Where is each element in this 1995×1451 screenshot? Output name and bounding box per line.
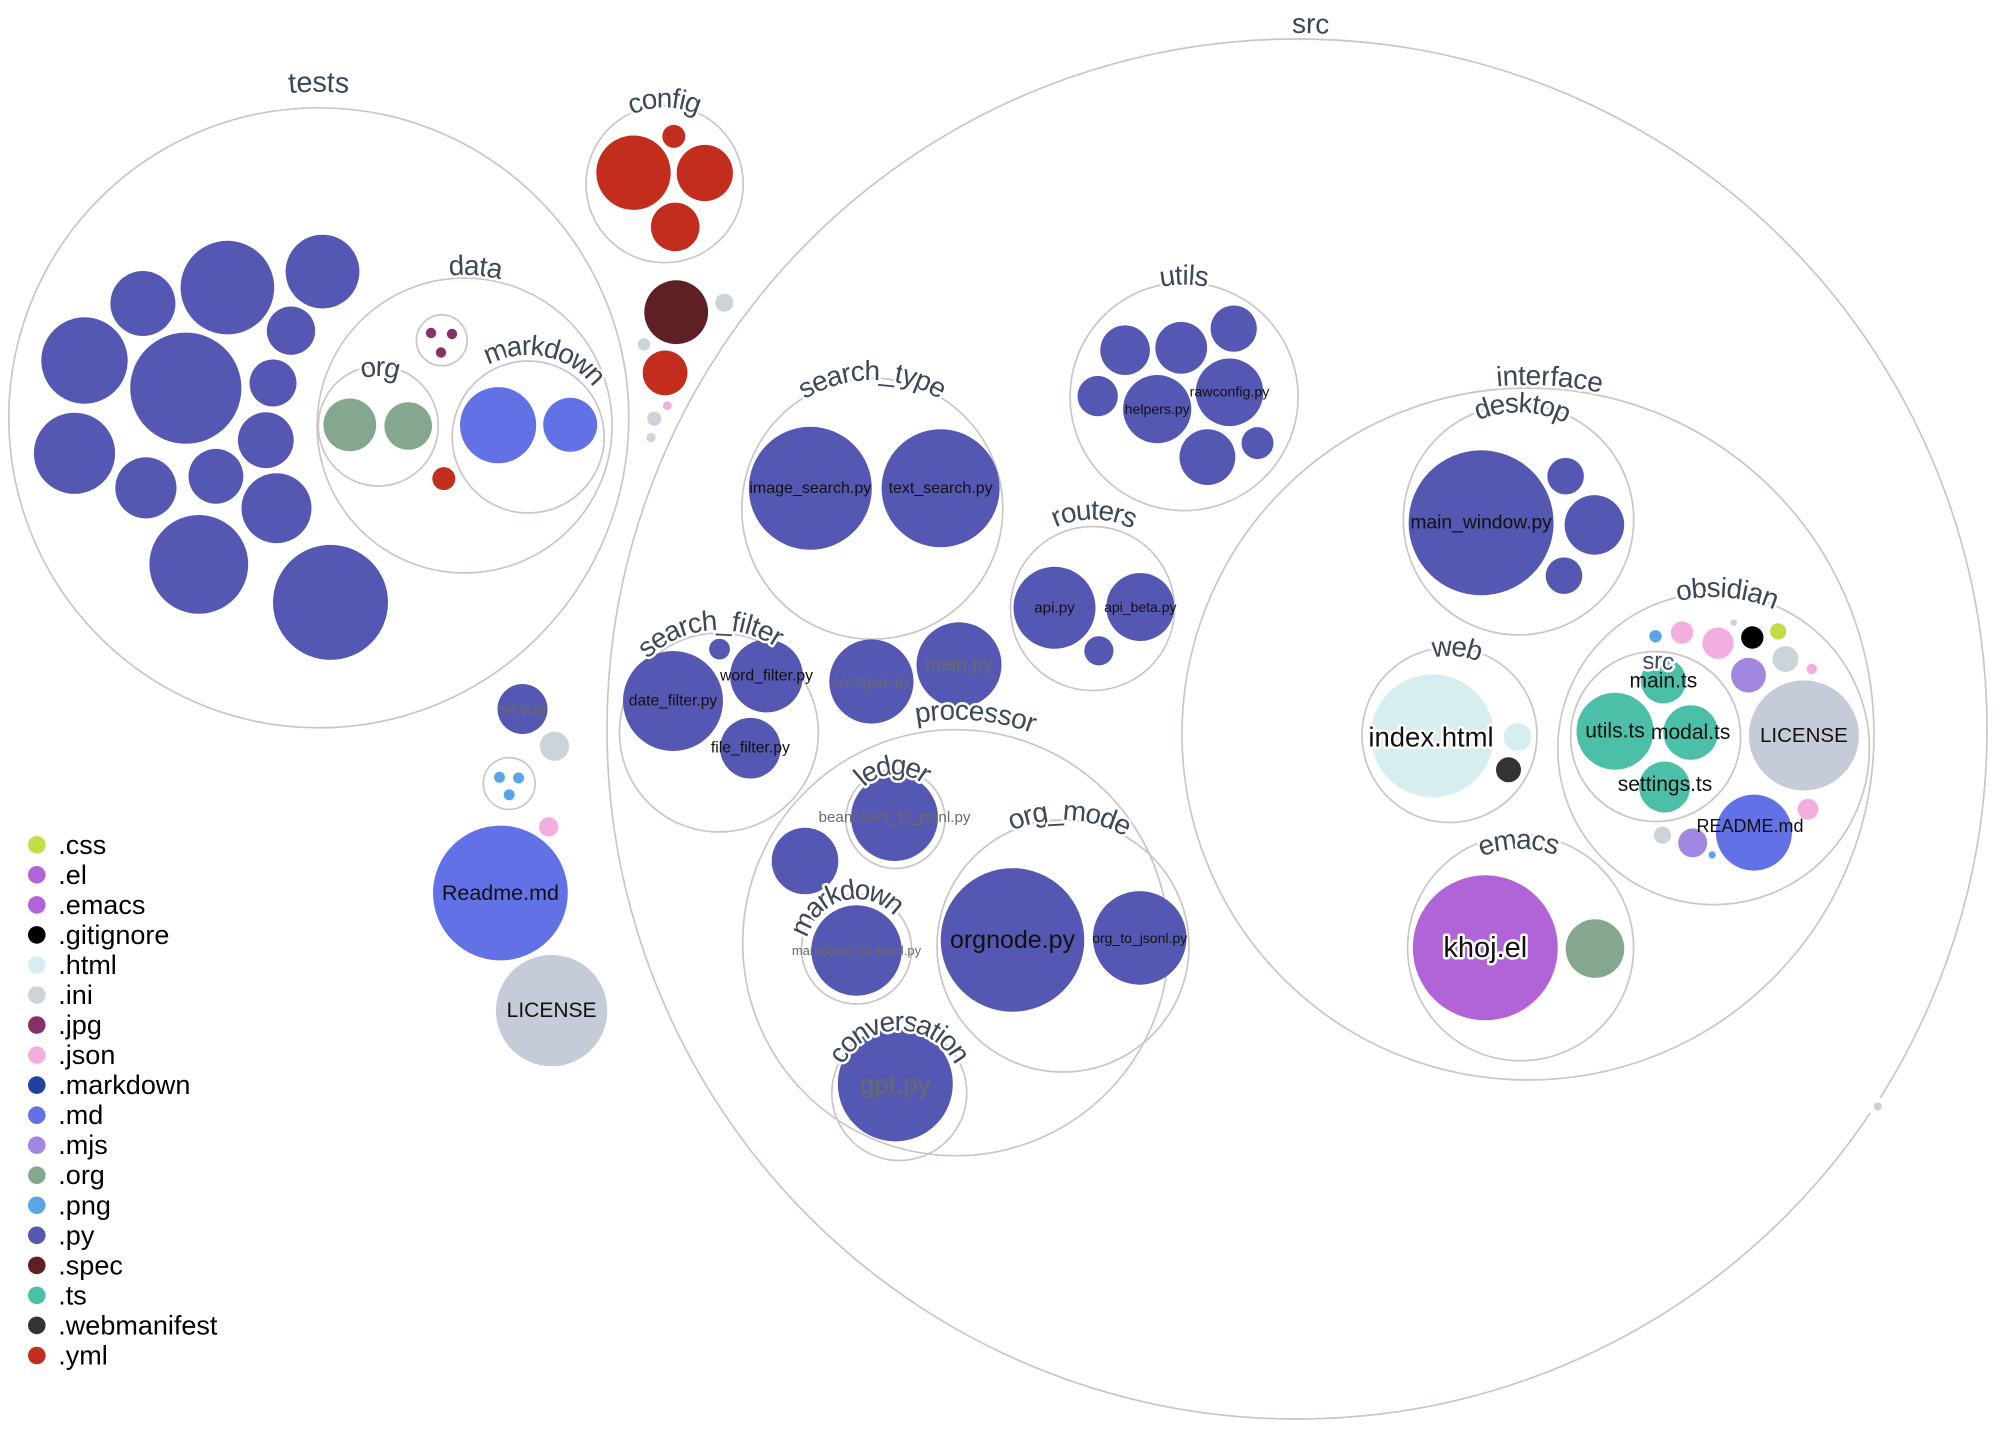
svg-text:README.md: README.md <box>1696 816 1803 836</box>
svg-text:main.py: main.py <box>925 654 993 675</box>
svg-text:.el: .el <box>58 860 87 890</box>
svg-text:orgnode.py: orgnode.py <box>950 926 1076 954</box>
svg-text:main.ts: main.ts <box>1630 670 1698 693</box>
svg-text:word_filter.py: word_filter.py <box>719 668 813 685</box>
svg-text:settings.ts: settings.ts <box>1618 773 1713 796</box>
svg-text:markdown_to_jsonl.py: markdown_to_jsonl.py <box>792 943 922 958</box>
svg-text:main_window.py: main_window.py <box>1410 512 1552 533</box>
svg-text:gpt.py: gpt.py <box>860 1069 931 1099</box>
svg-text:.jpg: .jpg <box>58 1010 102 1040</box>
svg-text:.webmanifest: .webmanifest <box>58 1310 218 1340</box>
svg-text:.org: .org <box>58 1160 105 1190</box>
svg-text:text_search.py: text_search.py <box>889 480 993 497</box>
svg-text:.json: .json <box>58 1040 115 1070</box>
svg-text:configure.py: configure.py <box>833 674 911 690</box>
svg-text:tests: tests <box>287 67 350 100</box>
svg-text:khoj.el: khoj.el <box>1443 932 1527 964</box>
svg-text:modal.ts: modal.ts <box>1651 721 1730 744</box>
svg-text:.png: .png <box>58 1190 111 1220</box>
svg-text:Readme.md: Readme.md <box>442 881 559 905</box>
svg-text:beancount_to_jsonl.py: beancount_to_jsonl.py <box>819 809 971 826</box>
svg-text:src: src <box>1292 7 1330 39</box>
svg-text:api_beta.py: api_beta.py <box>1104 599 1176 615</box>
svg-text:rawconfig.py: rawconfig.py <box>1190 384 1271 400</box>
svg-text:.md: .md <box>58 1100 103 1130</box>
svg-text:.ts: .ts <box>58 1280 87 1310</box>
svg-text:.emacs: .emacs <box>58 890 145 920</box>
svg-text:.mjs: .mjs <box>58 1130 108 1160</box>
svg-text:org_to_jsonl.py: org_to_jsonl.py <box>1092 930 1187 946</box>
svg-text:helpers.py: helpers.py <box>1125 401 1191 417</box>
svg-text:data: data <box>448 249 506 284</box>
svg-text:src: src <box>1641 647 1676 676</box>
svg-text:utils.ts: utils.ts <box>1585 720 1645 743</box>
svg-text:.yml: .yml <box>58 1341 108 1371</box>
svg-text:date_filter.py: date_filter.py <box>629 693 718 710</box>
svg-text:api.py: api.py <box>1034 599 1075 616</box>
svg-text:file_filter.py: file_filter.py <box>711 740 790 757</box>
svg-text:.gitignore: .gitignore <box>58 920 169 950</box>
svg-text:.ini: .ini <box>58 980 93 1010</box>
svg-text:LICENSE: LICENSE <box>1760 724 1848 747</box>
svg-text:.html: .html <box>58 950 117 980</box>
svg-text:.css: .css <box>58 830 106 860</box>
svg-text:utils: utils <box>1157 259 1211 292</box>
svg-text:web: web <box>1429 630 1486 667</box>
svg-text:setup.py: setup.py <box>499 702 547 716</box>
svg-text:org: org <box>358 350 404 384</box>
svg-text:image_search.py: image_search.py <box>749 480 871 497</box>
svg-text:.spec: .spec <box>58 1250 123 1280</box>
svg-text:index.html: index.html <box>1368 722 1493 753</box>
svg-text:.py: .py <box>58 1220 95 1250</box>
svg-text:LICENSE: LICENSE <box>507 999 597 1022</box>
svg-text:.markdown: .markdown <box>58 1070 190 1100</box>
